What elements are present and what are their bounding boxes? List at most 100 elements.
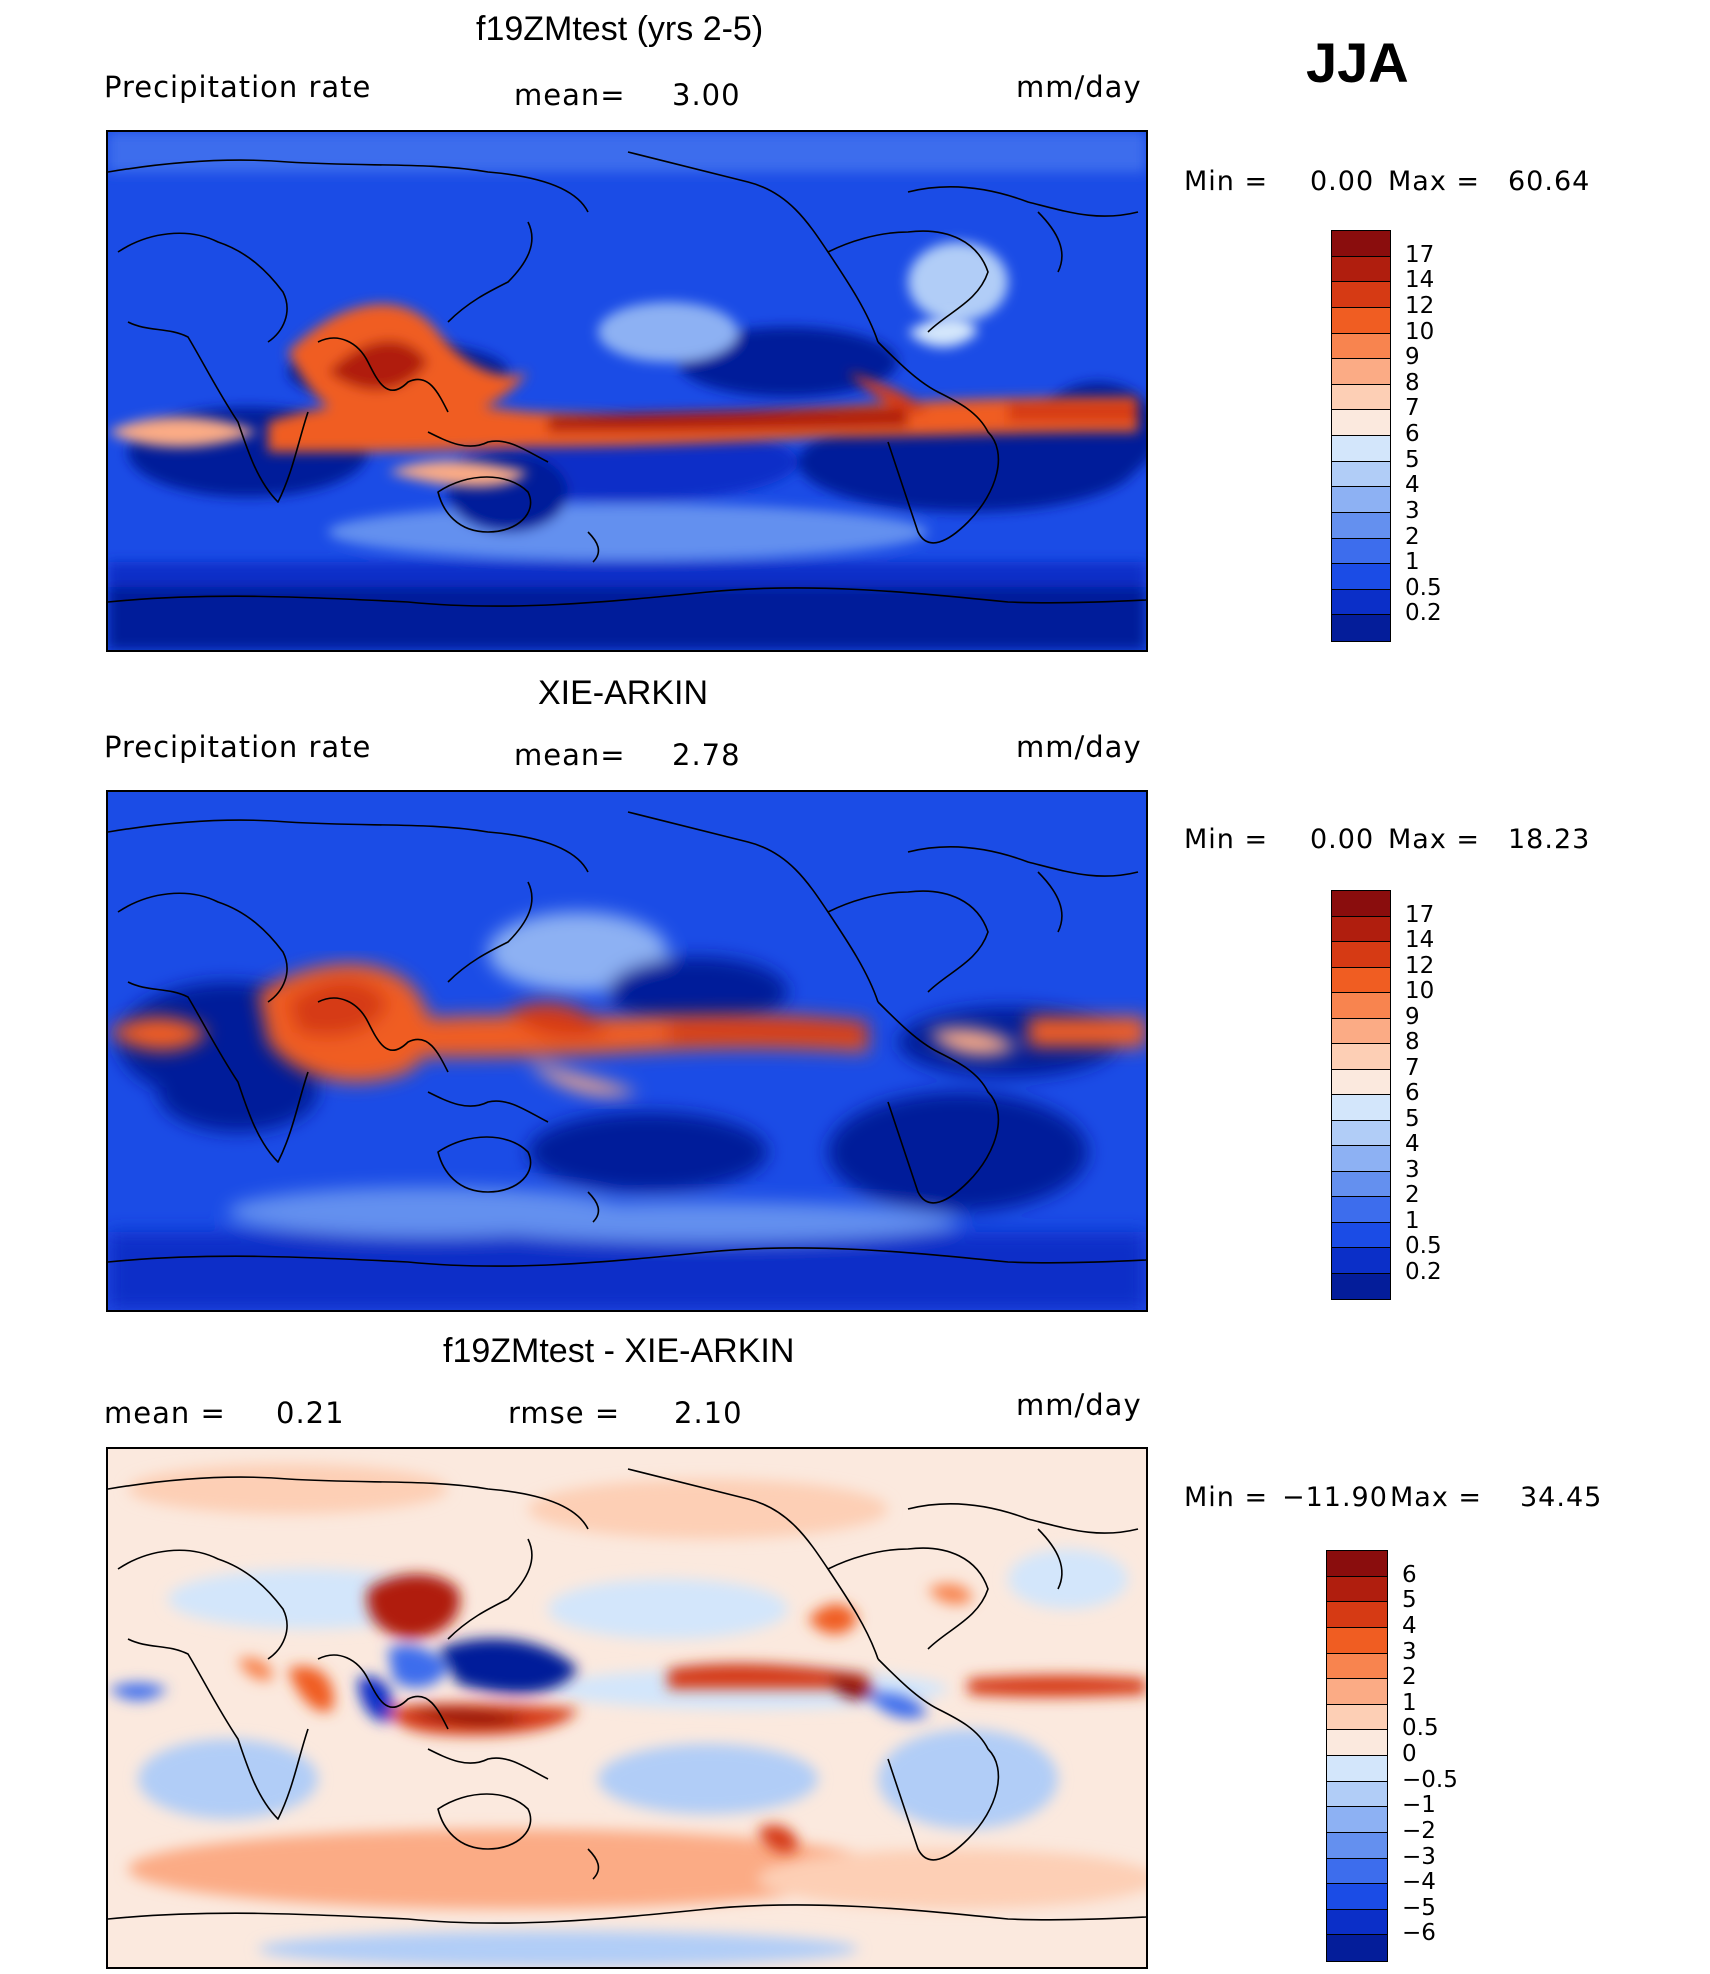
colorbar-level-label: 0.2	[1405, 1258, 1442, 1285]
colorbar-swatch	[1332, 410, 1390, 436]
colorbar-swatch	[1327, 1551, 1387, 1577]
colorbar-diff	[1326, 1550, 1388, 1962]
map-model	[106, 130, 1148, 652]
colorbar-level-label: −2	[1402, 1817, 1436, 1844]
colorbar-level-label: 5	[1405, 446, 1420, 473]
colorbar-level-label: 7	[1405, 1054, 1420, 1081]
map-obs	[106, 790, 1148, 1312]
colorbar-swatch	[1332, 461, 1390, 488]
colorbar-swatch	[1332, 231, 1390, 257]
colorbar-level-label: 14	[1405, 267, 1435, 294]
colorbar-level-label: 3	[1405, 1156, 1420, 1183]
colorbar-swatch	[1332, 1248, 1390, 1274]
colorbar-model	[1331, 230, 1391, 642]
colorbar-swatch	[1332, 384, 1390, 411]
colorbar-level-label: 1	[1402, 1689, 1417, 1716]
colorbar-swatch	[1332, 916, 1390, 942]
panel-rmse-label-diff: rmse =	[508, 1396, 621, 1430]
minmax-min-value-model: 0.00	[1310, 166, 1375, 197]
panel-units-obs: mm/day	[1016, 730, 1142, 764]
colorbar-level-label: 17	[1405, 241, 1435, 268]
colorbar-level-label: 4	[1405, 1131, 1420, 1157]
colorbar-level-label: 1	[1405, 1207, 1420, 1234]
colorbar-swatch	[1327, 1602, 1387, 1628]
panel-rmse-value-diff: 2.10	[674, 1396, 743, 1430]
colorbar-swatch	[1327, 1576, 1387, 1603]
panel-mean-value-model: 3.00	[672, 78, 741, 112]
colorbar-swatch	[1332, 487, 1390, 513]
panel-left-label-obs: Precipitation rate	[104, 730, 372, 764]
colorbar-swatch	[1327, 1756, 1387, 1782]
colorbar-level-label: 2	[1402, 1664, 1417, 1691]
minmax-min-value-obs: 0.00	[1310, 824, 1375, 855]
panel-mean-label-obs: mean=	[514, 738, 626, 772]
colorbar-level-label: 12	[1405, 292, 1435, 319]
colorbar-swatch	[1332, 359, 1390, 385]
colorbar-swatch	[1332, 993, 1390, 1019]
colorbar-level-label: 6	[1405, 1080, 1420, 1106]
colorbar-level-label: −0.5	[1402, 1766, 1458, 1793]
colorbar-swatch	[1327, 1781, 1387, 1808]
colorbar-swatch	[1332, 1120, 1390, 1146]
colorbar-level-label: −1	[1402, 1792, 1436, 1819]
colorbar-swatch	[1332, 564, 1390, 590]
minmax-max-label-diff: Max =	[1390, 1482, 1483, 1513]
colorbar-swatch	[1332, 1095, 1390, 1121]
colorbar-level-label: 10	[1405, 978, 1435, 1004]
colorbar-level-label: 12	[1405, 952, 1435, 979]
minmax-min-value-diff: −11.90	[1282, 1482, 1388, 1513]
colorbar-level-label: 2	[1405, 523, 1420, 550]
colorbar-swatch	[1327, 1858, 1387, 1885]
colorbar-level-label: 9	[1405, 1003, 1420, 1030]
minmax-max-value-diff: 34.45	[1520, 1482, 1603, 1513]
colorbar-level-label: −3	[1402, 1843, 1436, 1870]
minmax-min-label-diff: Min =	[1184, 1482, 1269, 1513]
colorbar-swatch	[1332, 891, 1390, 917]
colorbar-level-label: 4	[1402, 1612, 1417, 1639]
colorbar-level-label: −5	[1402, 1894, 1436, 1921]
colorbar-swatch	[1332, 1018, 1390, 1044]
colorbar-swatch	[1332, 967, 1390, 993]
colorbar-swatch	[1332, 256, 1390, 283]
colorbar-level-label: 4	[1405, 472, 1420, 499]
panel-mean-value-diff: 0.21	[276, 1396, 345, 1430]
panel-mean-value-obs: 2.78	[672, 738, 741, 772]
colorbar-swatch	[1332, 1044, 1390, 1070]
panel-title-diff: f19ZMtest - XIE-ARKIN	[443, 1332, 795, 1370]
minmax-max-value-model: 60.64	[1508, 166, 1591, 197]
colorbar-level-label: 5	[1402, 1587, 1417, 1614]
colorbar-level-label: 14	[1405, 927, 1435, 953]
colorbar-swatch	[1327, 1807, 1387, 1833]
colorbar-swatch	[1332, 1273, 1390, 1299]
colorbar-level-label: 8	[1405, 1029, 1420, 1055]
colorbar-swatch	[1332, 512, 1390, 539]
colorbar-level-label: 5	[1405, 1105, 1420, 1132]
panel-title-obs: XIE-ARKIN	[538, 674, 709, 712]
minmax-min-label-obs: Min =	[1184, 824, 1269, 855]
colorbar-level-label: 0.5	[1405, 1233, 1442, 1259]
colorbar-swatch	[1332, 307, 1390, 334]
minmax-max-label-model: Max =	[1388, 166, 1481, 197]
colorbar-obs	[1331, 890, 1391, 1300]
colorbar-swatch	[1327, 1909, 1387, 1936]
season-label: JJA	[1306, 31, 1409, 94]
colorbar-swatch	[1327, 1627, 1387, 1654]
minmax-max-label-obs: Max =	[1388, 824, 1481, 855]
colorbar-level-label: 6	[1402, 1561, 1417, 1588]
colorbar-swatch	[1332, 942, 1390, 968]
colorbar-level-label: 8	[1405, 369, 1420, 396]
minmax-max-value-obs: 18.23	[1508, 824, 1591, 855]
colorbar-swatch	[1332, 538, 1390, 565]
colorbar-swatch	[1327, 1704, 1387, 1731]
colorbar-swatch	[1332, 1171, 1390, 1197]
colorbar-swatch	[1332, 589, 1390, 616]
colorbar-swatch	[1332, 333, 1390, 360]
colorbar-level-label: 3	[1405, 497, 1420, 524]
colorbar-swatch	[1327, 1679, 1387, 1705]
colorbar-level-label: −4	[1402, 1869, 1436, 1896]
colorbar-level-label: −6	[1402, 1920, 1436, 1947]
colorbar-level-label: 17	[1405, 901, 1435, 928]
panel-units-diff: mm/day	[1016, 1388, 1142, 1422]
map-diff	[106, 1447, 1148, 1969]
colorbar-swatch	[1327, 1832, 1387, 1859]
